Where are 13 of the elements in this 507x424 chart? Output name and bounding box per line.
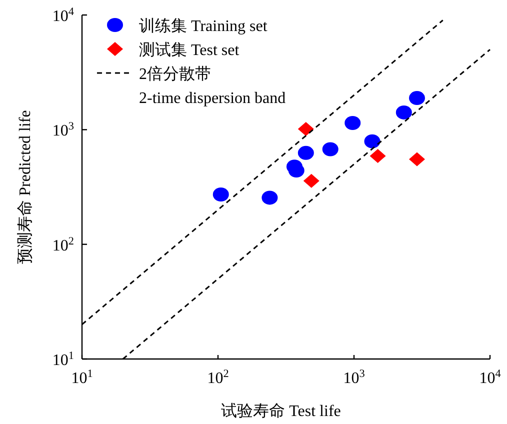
x-tick-label: 10$^{1}$ [71,368,93,387]
legend-label: 2倍分散带 2-time dispersion band [139,65,286,107]
y-axis-title: 预测寿命 Predicted life [17,110,34,264]
legend-label: 训练集 Training set [139,17,268,35]
legend-label: 测试集 Test set [139,41,240,59]
y-tick-label: 10$^{2}$ [52,235,74,254]
x-axis-title: 试验寿命 Test life [221,402,341,420]
y-tick-label: 10$^{4}$ [52,6,74,25]
x-tick-label: 10$^{4}$ [479,368,502,387]
y-tick-label: 10$^{3}$ [52,120,74,140]
y-tick-label: 10$^{1}$ [52,350,74,369]
x-tick-label: 10$^{3}$ [343,368,366,387]
x-tick-label: 10$^{2}$ [207,368,229,387]
